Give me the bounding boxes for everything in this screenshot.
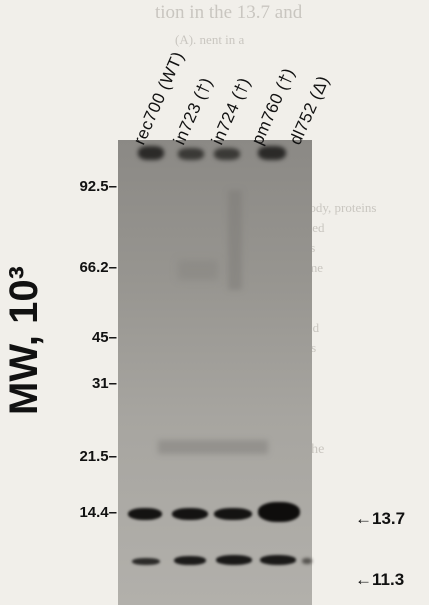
axis-title: MW, 10³ [2, 266, 46, 415]
gel-image [118, 140, 312, 605]
band-13-7-lane-3 [214, 508, 252, 520]
well-smudge [258, 146, 286, 160]
well-smudge [214, 148, 240, 160]
mw-marker-66-2: 66.2– [79, 259, 117, 276]
band-13-7-lane-2 [172, 508, 208, 520]
band-13-7-lane-4 [258, 502, 300, 522]
well-smudge [138, 146, 164, 160]
band-11-3-lane-5 [302, 558, 312, 564]
band-11-3-lane-4 [260, 555, 296, 565]
band-11-3-lane-3 [216, 555, 252, 565]
lane-streak [228, 190, 242, 290]
mw-marker-14-4: 14.4– [79, 504, 117, 521]
mw-marker-31: 31– [91, 375, 117, 392]
well-smudge [178, 148, 204, 160]
lane-streak [178, 260, 218, 280]
band-11-3-lane-2 [174, 556, 206, 565]
mw-marker-21-5: 21.5– [79, 448, 117, 465]
lane-streak [158, 440, 268, 454]
band-11-3-lane-1 [132, 558, 160, 565]
band-label-13-7: ←13.7 [355, 509, 406, 528]
mw-marker-92-5: 92.5– [79, 178, 117, 195]
band-label-11-3: ←11.3 [355, 570, 405, 589]
band-13-7-lane-1 [128, 508, 162, 520]
mw-marker-45: 45– [91, 329, 117, 346]
